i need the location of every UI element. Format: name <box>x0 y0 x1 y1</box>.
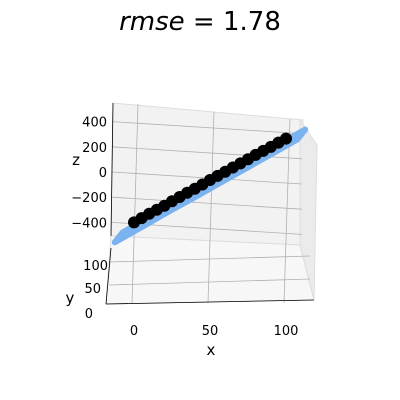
z-axis-label: z <box>72 151 80 169</box>
z-tick-label: 200 <box>82 141 107 156</box>
x-floor-grid-line <box>207 239 211 304</box>
x-tick-label: 100 <box>274 324 299 339</box>
y-tick-label: 100 <box>83 259 108 274</box>
title-label: rmse <box>119 7 185 37</box>
y-grid-line <box>108 278 311 286</box>
x-tick-label: 50 <box>202 324 219 339</box>
data-point <box>280 132 292 145</box>
y-tick-label: 50 <box>84 282 101 297</box>
z-tick-label: 0 <box>99 166 107 181</box>
x-floor-grid-line <box>131 239 135 304</box>
x-axis-line <box>105 299 315 305</box>
chart-title: rmse = 1.78 <box>119 7 281 37</box>
z-tick-labels: 400 200 0 −200 −400 <box>71 116 107 232</box>
title-value: 1.78 <box>223 7 281 37</box>
y-tick-labels: 0 50 100 <box>83 259 108 322</box>
z-tick-label: 400 <box>82 116 107 131</box>
z-grid-line <box>111 121 303 134</box>
y-tick-label: 0 <box>85 307 93 322</box>
axis-lines <box>105 102 315 305</box>
z-tick-label: −400 <box>71 216 107 231</box>
z-tick-label: −200 <box>71 191 107 206</box>
title-equals: = <box>185 7 223 37</box>
x-tick-label: 0 <box>130 324 138 339</box>
x-floor-grid-line <box>283 239 287 304</box>
x-axis-label: x <box>207 341 216 359</box>
x-tick-labels: 0 50 100 <box>130 324 299 339</box>
data-points <box>128 132 292 229</box>
z-axis-line <box>110 102 114 237</box>
z-grid-line <box>111 196 303 210</box>
y-axis-label: y <box>66 289 75 307</box>
y-grid-line <box>108 255 311 263</box>
y-axis-line <box>105 247 112 305</box>
